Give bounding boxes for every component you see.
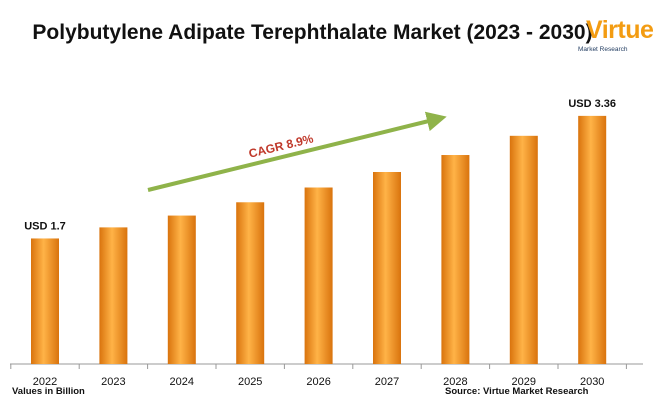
bar-2028 [441, 155, 470, 364]
cagr-arrow [147, 111, 447, 192]
x-tick-label: 2026 [306, 376, 330, 388]
x-tick-label: 2029 [512, 376, 536, 388]
bar-2027 [373, 172, 401, 364]
bar-2030 [578, 115, 607, 364]
bar-2026 [304, 187, 333, 364]
data-label-2030: USD 3.36 [568, 98, 616, 110]
virtue-logo: Virtue Market Research [574, 4, 653, 66]
x-tick-label: 2027 [375, 376, 399, 388]
data-label-2022: USD 1.7 [24, 220, 66, 232]
source-note: Source: Virtue Market Research [445, 386, 589, 397]
bar-2023 [99, 227, 128, 364]
logo-subtitle: Market Research [578, 46, 628, 53]
bar-2029 [509, 135, 538, 364]
x-tick-label: 2030 [580, 376, 604, 388]
chart-title: Polybutylene Adipate Terephthalate Marke… [32, 21, 593, 44]
bar-2025 [236, 202, 265, 364]
bar-2024 [167, 215, 196, 364]
x-tick-label: 2028 [443, 376, 467, 388]
bar-2022 [31, 238, 59, 364]
logo-wordmark: Virtue [586, 16, 653, 44]
x-tick-label: 2022 [33, 376, 57, 388]
units-note: Values in Billion [12, 386, 85, 397]
x-tick-label: 2024 [170, 376, 194, 388]
x-tick-label: 2023 [101, 376, 125, 388]
x-tick-label: 2025 [238, 376, 262, 388]
